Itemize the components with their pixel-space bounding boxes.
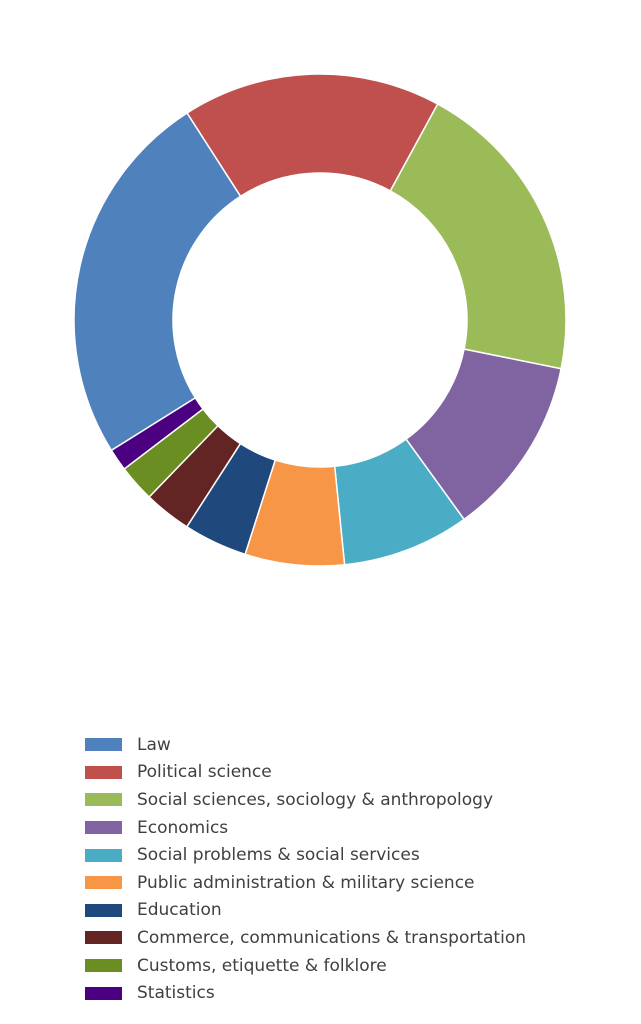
legend-item: Customs, etiquette & folklore — [85, 952, 526, 980]
donut-chart — [73, 73, 567, 567]
legend-swatch — [85, 848, 122, 862]
legend-label: Social problems & social services — [137, 845, 420, 866]
legend-item: Law — [85, 731, 526, 759]
legend-swatch — [85, 876, 122, 890]
legend-item: Social problems & social services — [85, 841, 526, 869]
donut-slice-statistics — [110, 396, 205, 470]
chart-legend: Law Political science Social sciences, soc… — [85, 731, 526, 1007]
legend-swatch — [85, 765, 122, 779]
legend-item: Social sciences, sociology & anthropolog… — [85, 786, 526, 814]
legend-item: Economics — [85, 814, 526, 842]
legend-label: Public administration & military science — [137, 872, 475, 893]
legend-swatch — [85, 986, 122, 1000]
legend-label: Social sciences, sociology & anthropolog… — [137, 789, 494, 810]
legend-item: Political science — [85, 759, 526, 787]
legend-swatch — [85, 931, 122, 945]
legend-label: Economics — [137, 817, 229, 838]
donut-slice-social-sciences-sociology-anthropology — [389, 102, 567, 370]
legend-swatch — [85, 959, 122, 973]
donut-slice-political-science — [186, 73, 439, 198]
legend-item: Statistics — [85, 979, 526, 1007]
legend-swatch — [85, 903, 122, 917]
legend-item: Public administration & military science — [85, 869, 526, 897]
legend-item: Education — [85, 897, 526, 925]
legend-label: Law — [137, 734, 171, 755]
legend-swatch — [85, 793, 122, 807]
legend-label: Customs, etiquette & folklore — [137, 955, 387, 976]
legend-label: Education — [137, 900, 222, 921]
legend-label: Commerce, communications & transportatio… — [137, 927, 526, 948]
legend-swatch — [85, 821, 122, 835]
donut-slice-law — [73, 111, 242, 452]
legend-item: Commerce, communications & transportatio… — [85, 924, 526, 952]
legend-swatch — [85, 738, 122, 752]
legend-label: Political science — [137, 762, 272, 783]
legend-label: Statistics — [137, 983, 215, 1004]
